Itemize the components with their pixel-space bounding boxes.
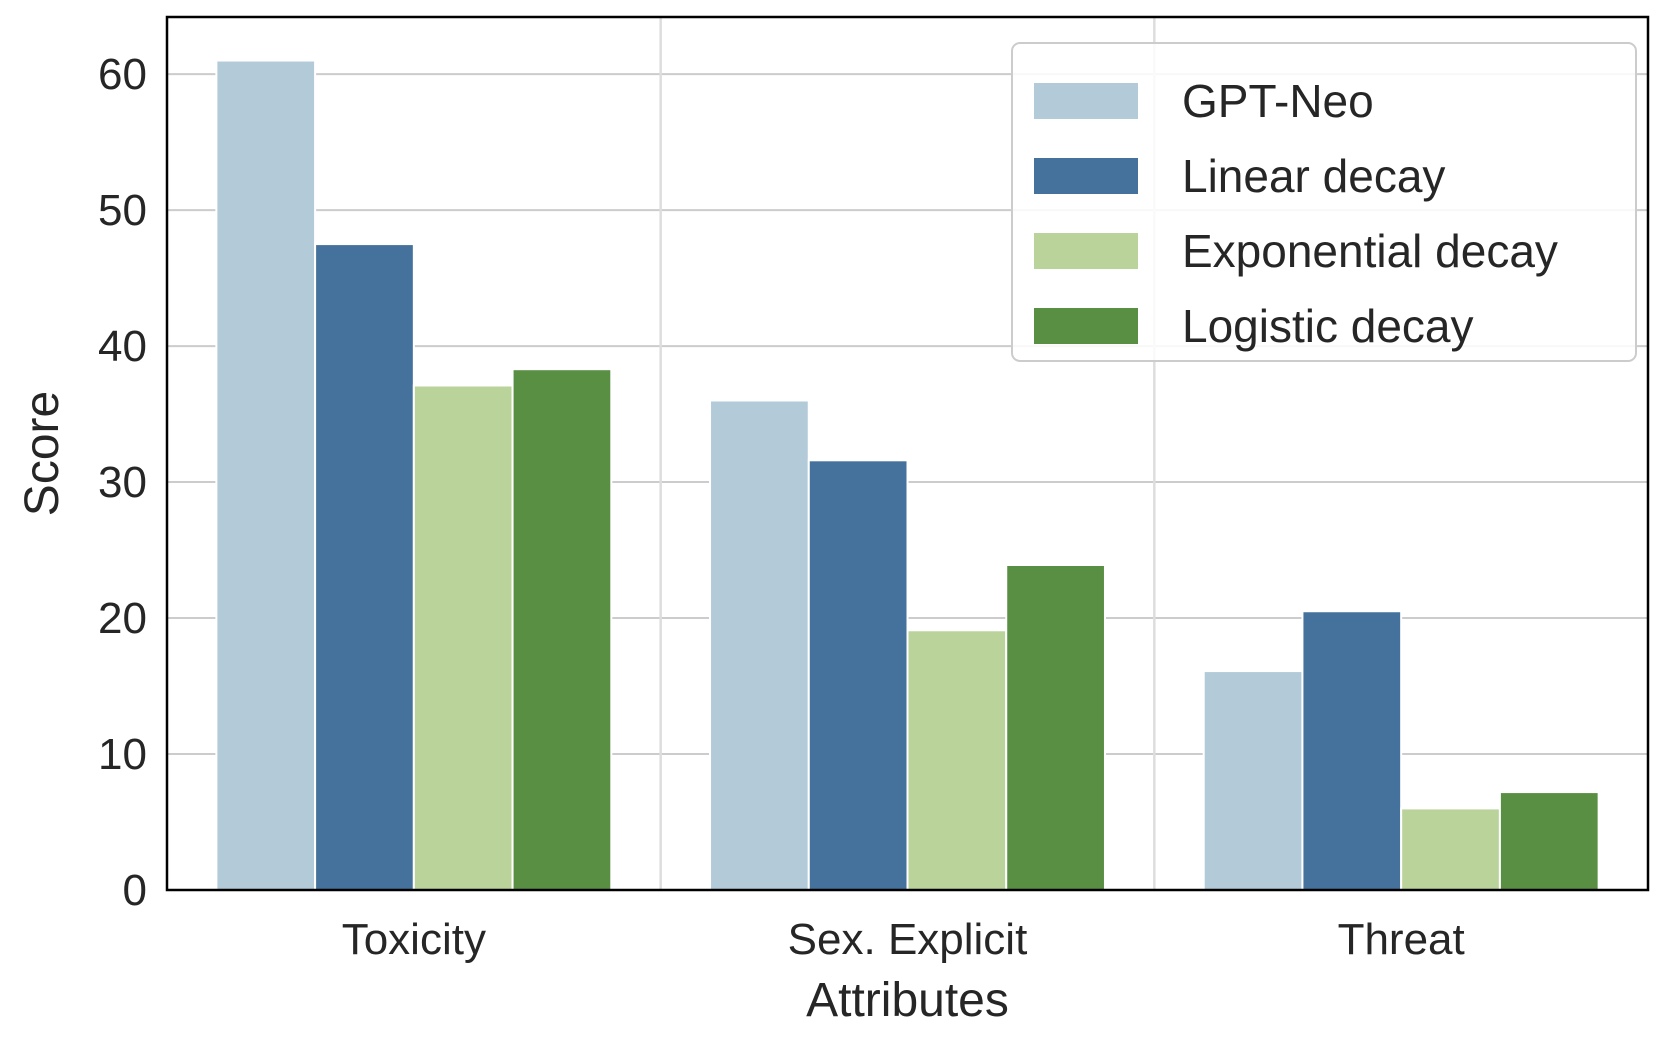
bar: [1301, 610, 1403, 892]
legend-swatch: [1034, 83, 1138, 119]
y-tick-label: 0: [123, 866, 147, 915]
legend-swatch: [1034, 308, 1138, 344]
legend-swatch: [1034, 158, 1138, 194]
legend-box: [1011, 42, 1637, 362]
bar: [807, 459, 909, 891]
y-tick-label: 40: [98, 322, 147, 371]
bar: [215, 59, 317, 891]
y-tick-label: 60: [98, 50, 147, 99]
y-tick-labels: 0 10 20 30 40 50 60: [98, 50, 147, 915]
y-tick-label: 30: [98, 458, 147, 507]
legend-label: GPT-Neo: [1182, 75, 1374, 127]
plot-frame: [165, 15, 1650, 892]
x-tick-label: Threat: [1338, 915, 1465, 964]
bar: [709, 399, 810, 891]
legend-swatch: [1034, 233, 1138, 269]
y-tick-label: 50: [98, 186, 147, 235]
bar: [1400, 807, 1501, 891]
legend-label: Logistic decay: [1182, 300, 1474, 352]
x-axis-title: Attributes: [806, 974, 1009, 1027]
bar: [906, 629, 1008, 891]
y-tick-label: 10: [98, 730, 147, 779]
bar: [1005, 564, 1106, 892]
x-tick-labels: Toxicity Sex. Explicit Threat: [342, 915, 1465, 964]
bar: [314, 243, 415, 891]
bar: [1498, 791, 1600, 891]
legend: GPT-Neo Linear decay Exponential decay Logi…: [1011, 42, 1637, 362]
bars: [215, 59, 1600, 892]
x-tick-label: Sex. Explicit: [788, 915, 1028, 964]
legend-label: Linear decay: [1182, 150, 1445, 202]
y-axis-title: Score: [16, 391, 69, 516]
y-tick-label: 20: [98, 594, 147, 643]
bar: [1202, 670, 1304, 891]
bar: [511, 368, 613, 891]
legend-label: Exponential decay: [1182, 225, 1558, 277]
bar: [412, 384, 514, 891]
legend-items: GPT-Neo Linear decay Exponential decay Logi…: [1034, 75, 1558, 352]
x-tick-label: Toxicity: [342, 915, 486, 964]
